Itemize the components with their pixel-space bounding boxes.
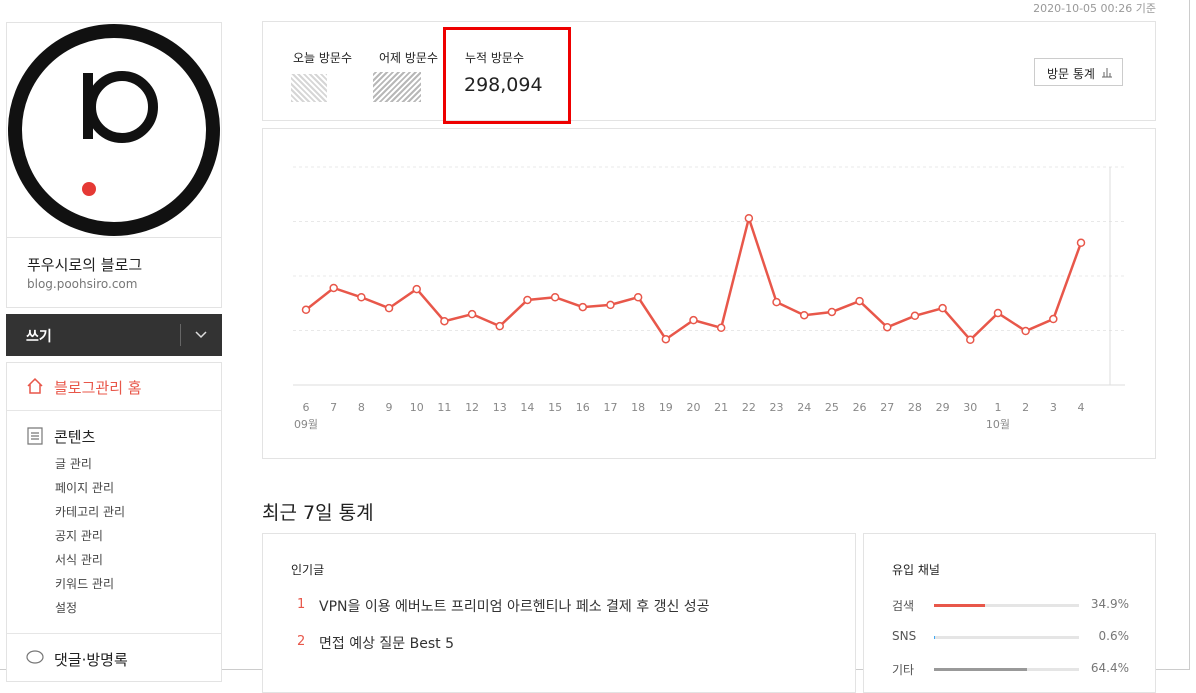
submenu-item[interactable]: 키워드 관리 [55,577,115,591]
highlight-box [443,27,571,124]
bar-track [934,636,1079,639]
stats-button-label: 방문 통계 [1047,67,1095,81]
channel-name: SNS [892,629,917,643]
total-value: 298,094 [464,74,543,96]
dropdown-icon[interactable] [195,331,207,339]
bar [934,604,985,607]
recent-title: 최근 7일 통계 [262,502,374,524]
submenu-item[interactable]: 설정 [55,601,78,615]
rank: 1 [297,597,306,612]
blog-info: 푸우시로의 블로그 blog.poohsiro.com [6,237,222,308]
channel-value: 64.4% [1090,661,1129,675]
write-button[interactable]: 쓰기 [6,314,222,356]
rank: 2 [297,634,306,649]
bar [934,668,1028,671]
timestamp: 2020-10-05 00:26 기준 [1033,2,1156,15]
blog-url[interactable]: blog.poohsiro.com [27,277,138,291]
submenu-item[interactable]: 카테고리 관리 [55,505,126,519]
post-title[interactable]: 면접 예상 질문 Best 5 [319,636,454,652]
channel-name: 검색 [892,599,915,613]
logo [8,24,220,236]
post-title[interactable]: VPN을 이용 에버노트 프리미엄 아르헨티나 페소 결제 후 갱신 성공 [319,599,710,615]
submenu-item[interactable]: 서식 관리 [55,553,103,567]
channel-title: 유입 채널 [892,563,940,577]
write-label: 쓰기 [26,329,52,345]
submenu-item[interactable]: 글 관리 [55,457,92,471]
submenu-item[interactable]: 공지 관리 [55,529,103,543]
channel-value: 34.9% [1090,597,1129,611]
blog-name: 푸우시로의 블로그 [27,256,143,274]
home-icon [27,377,43,394]
submenu-item[interactable]: 페이지 관리 [55,481,115,495]
channel-value: 0.6% [1098,629,1130,643]
profile-image [6,22,222,238]
popular-card: 인기글 1 VPN을 이용 에버노트 프리미엄 아르헨티나 페소 결제 후 갱신 … [262,533,856,693]
comment-icon [26,650,44,664]
doc-icon [27,427,43,445]
channel-name: 기타 [892,663,915,677]
yesterday-label: 어제 방문수 [379,51,439,65]
yesterday-value-blurred [373,72,421,102]
bar [934,636,935,639]
stats-button[interactable]: 방문 통계 [1034,58,1123,86]
today-label: 오늘 방문수 [293,51,353,65]
chart-card [262,128,1156,459]
popular-title: 인기글 [291,563,325,577]
bar-track [934,604,1079,607]
stats-card: 오늘 방문수 어제 방문수 누적 방문수 298,094 방문 통계 [262,21,1156,121]
separator [7,410,221,411]
channel-card: 유입 채널 검색 34.9% SNS 0.6% 기타 64.4% [863,533,1156,693]
total-label: 누적 방문수 [465,51,525,65]
menu-contents[interactable]: 콘텐츠 [54,428,96,446]
menu-home[interactable]: 블로그관리 홈 [54,379,142,397]
bar-icon [1102,68,1112,78]
divider [180,324,181,346]
today-value-blurred [291,74,327,102]
menu-comments[interactable]: 댓글·방명록 [54,651,128,669]
separator [7,633,221,634]
